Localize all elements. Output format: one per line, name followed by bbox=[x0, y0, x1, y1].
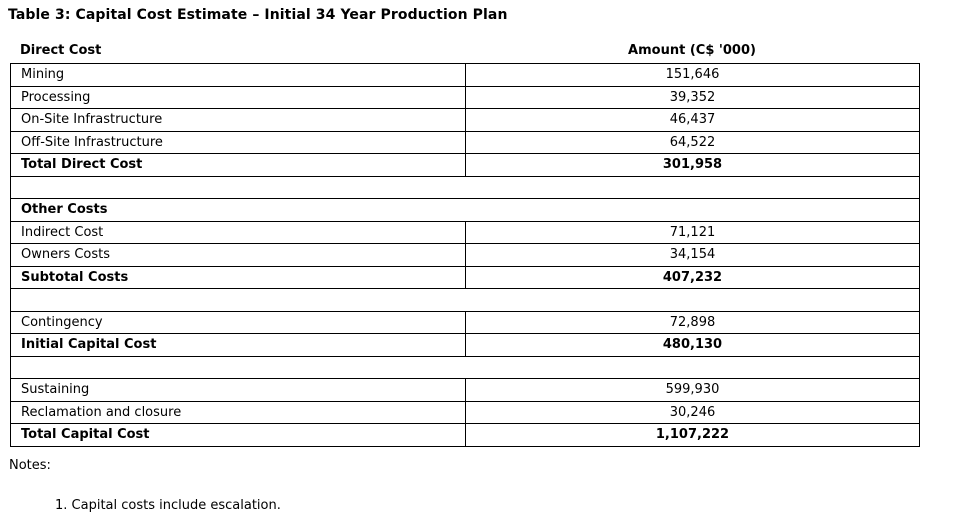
row-amount: 480,130 bbox=[465, 333, 920, 357]
table-row: On-Site Infrastructure 46,437 bbox=[10, 108, 920, 132]
table-row bbox=[10, 288, 920, 312]
row-amount: 39,352 bbox=[465, 85, 920, 109]
row-amount: 34,154 bbox=[465, 243, 920, 267]
table-row: Initial Capital Cost 480,130 bbox=[10, 333, 920, 357]
row-label: Total Capital Cost bbox=[10, 423, 466, 447]
table-row: Mining 151,646 bbox=[10, 63, 920, 87]
row-label: Processing bbox=[10, 85, 466, 109]
note-item-1: 1. Capital costs include escalation. bbox=[55, 498, 281, 513]
row-amount: 1,107,222 bbox=[465, 423, 920, 447]
row-amount: 72,898 bbox=[465, 310, 920, 334]
row-label: Reclamation and closure bbox=[10, 400, 466, 424]
notes-heading: Notes: bbox=[9, 458, 51, 473]
row-amount: 599,930 bbox=[465, 378, 920, 402]
row-label: Mining bbox=[10, 63, 466, 87]
table-row: Subtotal Costs 407,232 bbox=[10, 265, 920, 289]
spacer-row bbox=[10, 288, 920, 312]
column-header-row: Direct Cost Amount (C$ '000) bbox=[10, 43, 919, 62]
row-amount: 46,437 bbox=[465, 108, 920, 132]
column-header-amount: Amount (C$ '000) bbox=[628, 43, 756, 58]
row-label: Off-Site Infrastructure bbox=[10, 130, 466, 154]
row-label: Total Direct Cost bbox=[10, 153, 466, 177]
column-header-direct-cost: Direct Cost bbox=[20, 43, 102, 58]
table-row: Other Costs bbox=[10, 198, 920, 222]
row-label: Sustaining bbox=[10, 378, 466, 402]
table-row bbox=[10, 355, 920, 379]
table-row: Off-Site Infrastructure 64,522 bbox=[10, 130, 920, 154]
row-amount: 71,121 bbox=[465, 220, 920, 244]
row-label: On-Site Infrastructure bbox=[10, 108, 466, 132]
table-row: Reclamation and closure 30,246 bbox=[10, 400, 920, 424]
table-row: Owners Costs 34,154 bbox=[10, 243, 920, 267]
row-label: Owners Costs bbox=[10, 243, 466, 267]
table-row bbox=[10, 175, 920, 199]
table-row: Sustaining 599,930 bbox=[10, 378, 920, 402]
row-label: Initial Capital Cost bbox=[10, 333, 466, 357]
table-title: Table 3: Capital Cost Estimate – Initial… bbox=[8, 7, 508, 23]
row-amount: 64,522 bbox=[465, 130, 920, 154]
table-row: Total Direct Cost 301,958 bbox=[10, 153, 920, 177]
table-row: Indirect Cost 71,121 bbox=[10, 220, 920, 244]
section-header: Other Costs bbox=[10, 198, 920, 222]
row-label: Contingency bbox=[10, 310, 466, 334]
capital-cost-table: Mining 151,646 Processing 39,352 On-Site Inf… bbox=[10, 63, 920, 447]
row-label: Subtotal Costs bbox=[10, 265, 466, 289]
table-row: Processing 39,352 bbox=[10, 85, 920, 109]
table-row: Contingency 72,898 bbox=[10, 310, 920, 334]
table-row: Total Capital Cost 1,107,222 bbox=[10, 423, 920, 447]
spacer-row bbox=[10, 175, 920, 199]
row-amount: 30,246 bbox=[465, 400, 920, 424]
row-amount: 407,232 bbox=[465, 265, 920, 289]
row-amount: 151,646 bbox=[465, 63, 920, 87]
spacer-row bbox=[10, 355, 920, 379]
row-amount: 301,958 bbox=[465, 153, 920, 177]
row-label: Indirect Cost bbox=[10, 220, 466, 244]
